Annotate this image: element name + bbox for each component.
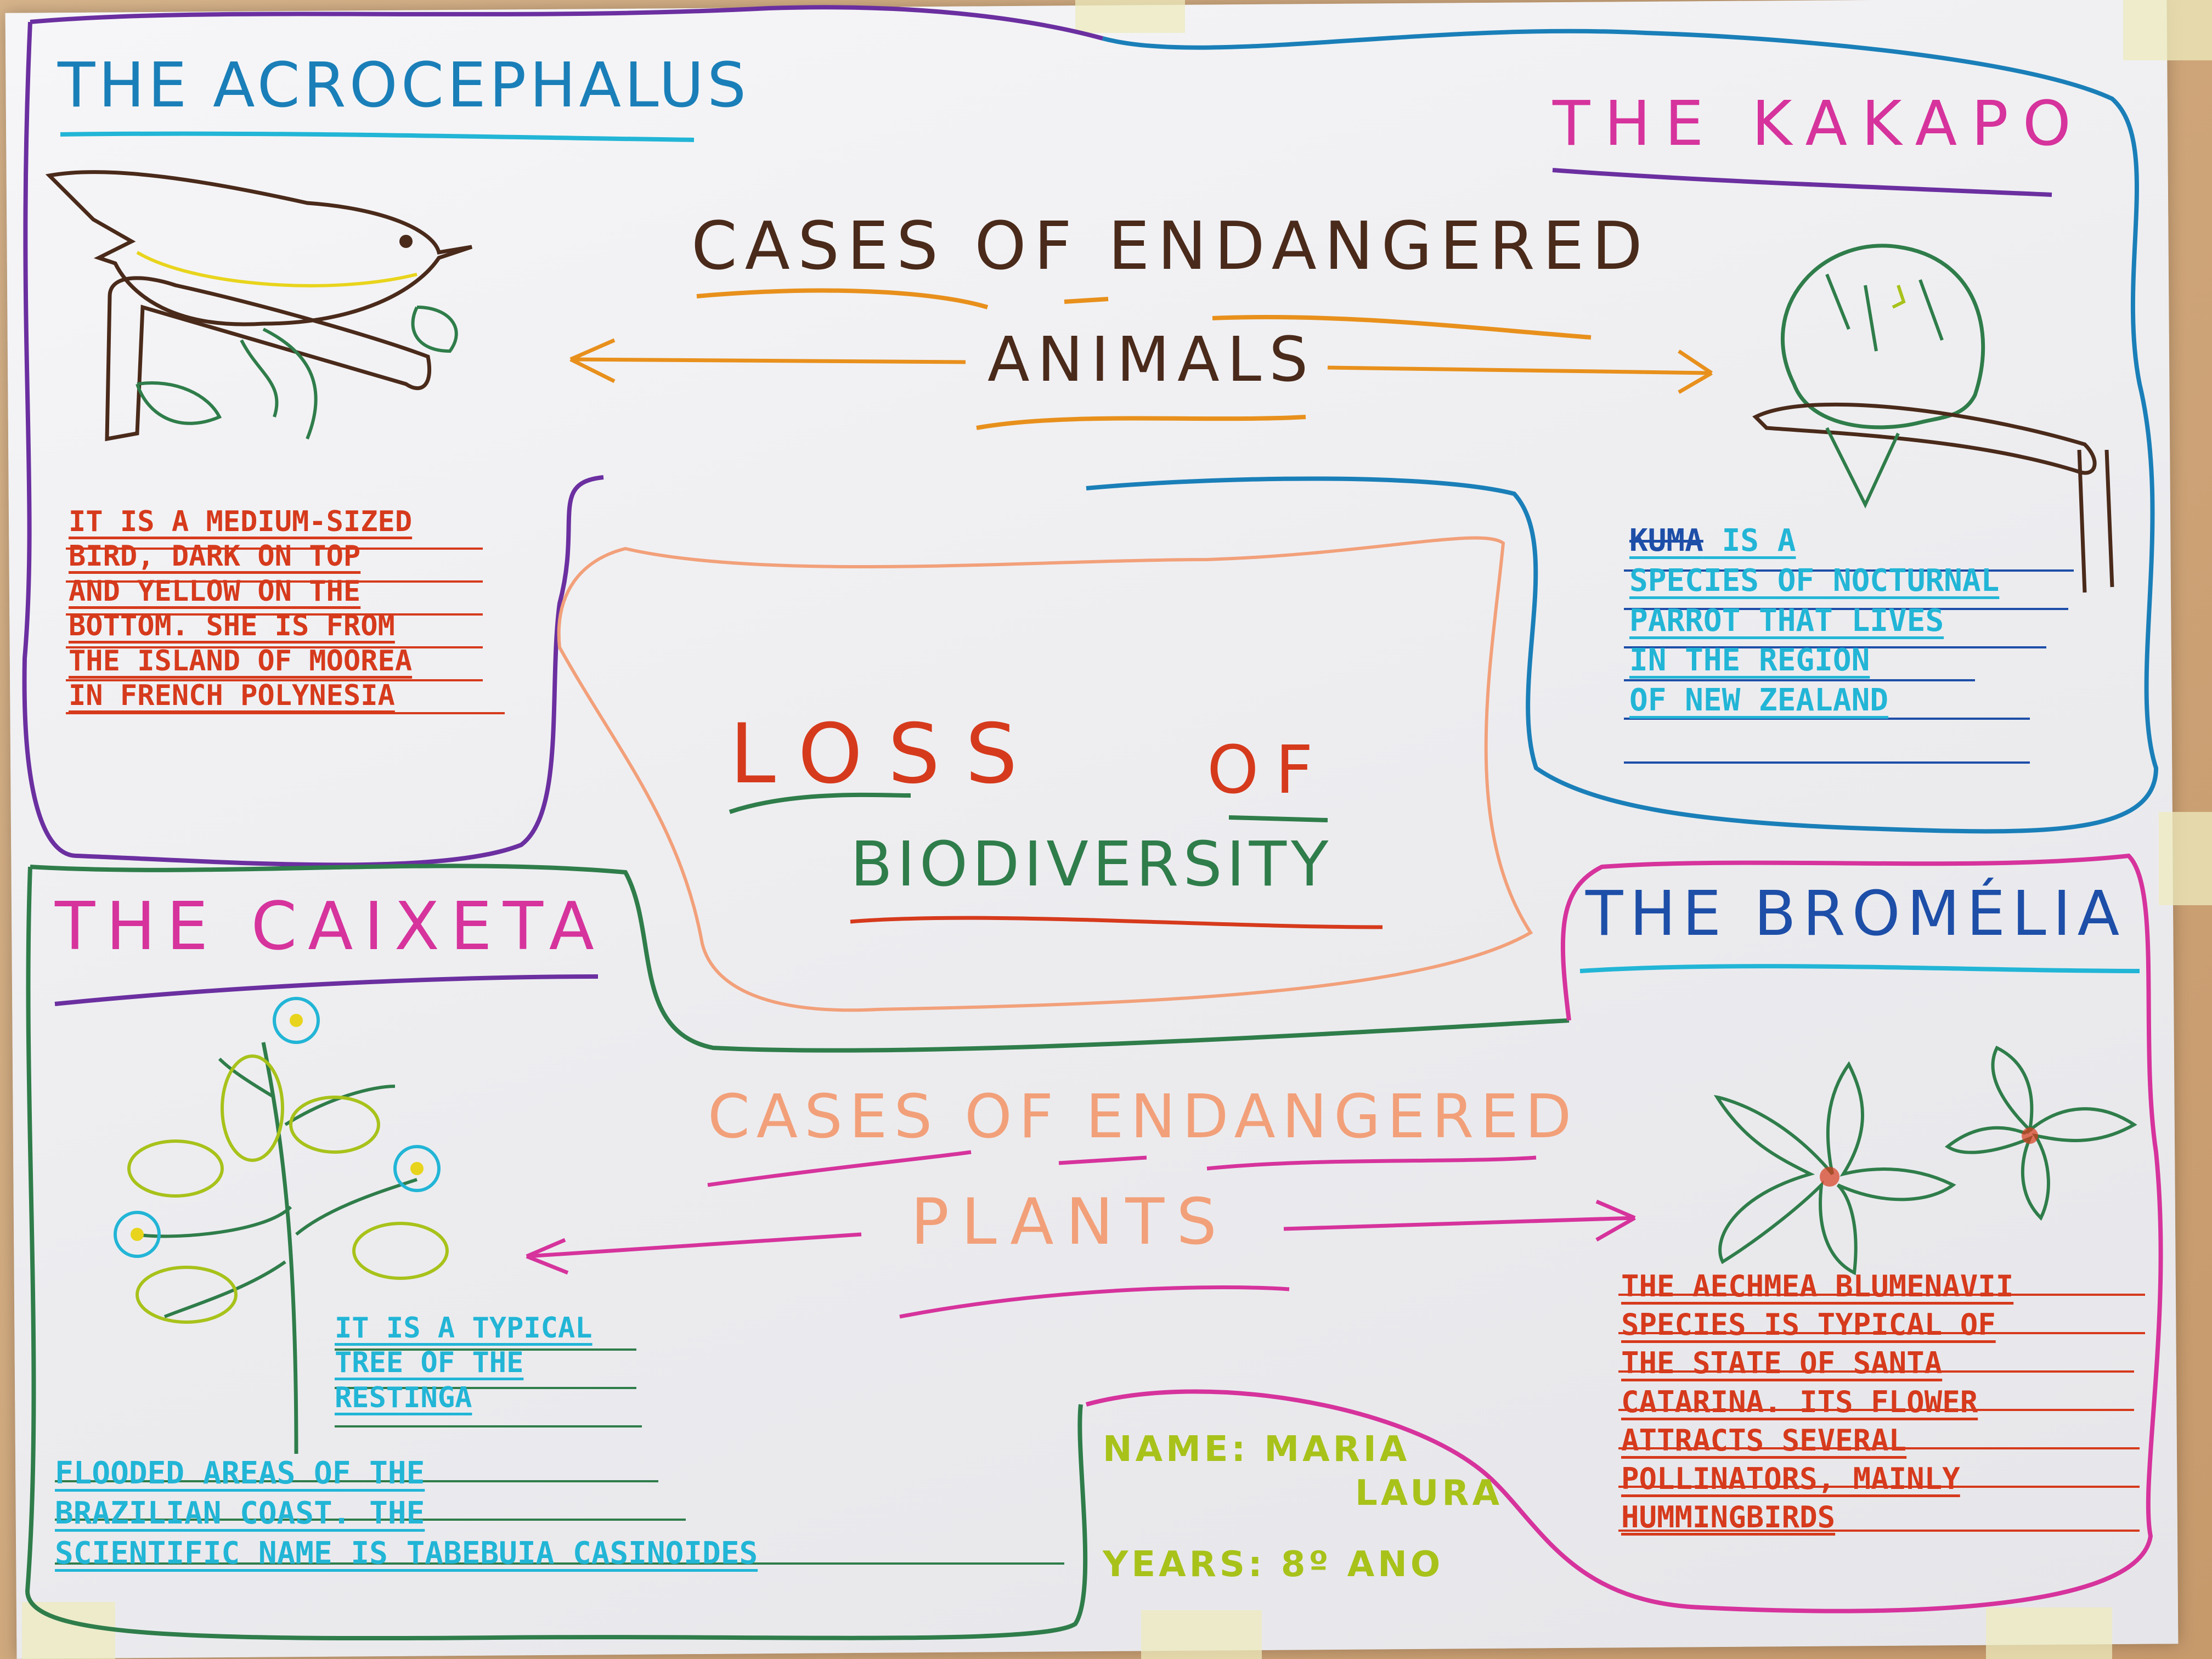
plants-heading-line1: CASES OF ENDANGERED [708, 1081, 1578, 1152]
kakapo-line-2: SPECIES OF NOCTURNAL [1629, 562, 2000, 599]
tape-bottom-left [22, 1602, 115, 1659]
plants-heading-line2: PLANTS [911, 1185, 1229, 1259]
tape-top-right [2123, 0, 2212, 60]
caixeta-title: THE CAIXETA [55, 889, 605, 965]
tape-top-middle [1075, 0, 1185, 33]
student-year: YEARS: 8º ANO [1103, 1544, 1444, 1585]
center-line2: BIODIVERSITY [850, 829, 1333, 900]
kakapo-line-3: PARROT THAT LIVES [1629, 602, 1944, 639]
tape-right-middle [2159, 812, 2212, 905]
acrocephalus-bird-drawing [45, 170, 473, 442]
bromelia-title: THE BROMÉLIA [1585, 878, 2126, 950]
caixeta-short-line-1: IT IS A TYPICAL [335, 1312, 592, 1345]
caixeta-description-long: FLOODED AREAS OF THE BRAZILIAN COAST. TH… [55, 1454, 758, 1573]
animals-heading-line2: ANIMALS [988, 324, 1316, 396]
student-name-rest: LAURA [1355, 1473, 1503, 1514]
bromelia-flower-drawing [1713, 1045, 2137, 1276]
kakapo-line-1-text: IS A [1722, 523, 1796, 558]
bromelia-description: THE AECHMEA BLUMENAVII SPECIES IS TYPICA… [1621, 1267, 2013, 1537]
acrocephalus-description: IT IS A MEDIUM-SIZED BIRD, DARK ON TOP A… [69, 505, 412, 714]
acrocephalus-line-5: THE ISLAND OF MOOREA [69, 644, 413, 678]
kakapo-struck-word: KUMA [1629, 523, 1703, 558]
center-line1: LOSS [730, 707, 1043, 802]
arrow-left-plants [526, 1232, 862, 1275]
bromelia-line-7: HUMMINGBIRDS [1621, 1500, 1836, 1535]
arrow-right-animals [1327, 349, 1713, 394]
acrocephalus-border [22, 5, 1104, 867]
bromelia-line-4: CATARINA. ITS FLOWER [1621, 1384, 1978, 1419]
bromelia-line-5: ATTRACTS SEVERAL [1621, 1423, 1907, 1458]
acrocephalus-line-4: BOTTOM. SHE IS FROM [69, 610, 395, 643]
kakapo-title: THE KAKAPO [1553, 88, 2085, 160]
bromelia-line-1: THE AECHMEA BLUMENAVII [1621, 1269, 2014, 1304]
acrocephalus-line-3: AND YELLOW ON THE [69, 574, 361, 608]
arrow-right-plants [1283, 1199, 1636, 1242]
tape-bottom-middle [1141, 1610, 1262, 1659]
acrocephalus-line-2: BIRD, DARK ON TOP [69, 540, 361, 573]
animals-heading-line1: CASES OF ENDANGERED [691, 208, 1650, 285]
acrocephalus-line-1: IT IS A MEDIUM-SIZED [69, 505, 413, 538]
caixeta-short-line-2: TREE OF THE [335, 1346, 524, 1380]
acrocephalus-line-6: IN FRENCH POLYNESIA [69, 679, 395, 713]
center-line1b: OF [1207, 732, 1330, 809]
caixeta-border [25, 864, 1570, 1641]
student-name-label: NAME: MARIA [1103, 1429, 1410, 1470]
kakapo-description: KUMA IS A SPECIES OF NOCTURNAL PARROT TH… [1629, 521, 1999, 721]
caixeta-tree-drawing [114, 997, 449, 1454]
bromelia-line-3: THE STATE OF SANTA [1621, 1346, 1943, 1381]
caixeta-long-line-2: BRAZILIAN COAST. THE [55, 1495, 425, 1531]
kakapo-line-1: KUMA IS A [1629, 521, 1999, 561]
caixeta-short-line-3: RESTINGA [335, 1381, 472, 1414]
kakapo-border [1086, 29, 2159, 834]
caixeta-long-line-1: FLOODED AREAS OF THE [55, 1455, 425, 1491]
kakapo-line-5: OF NEW ZEALAND [1629, 682, 1889, 719]
kakapo-line-4: IN THE REGION [1629, 642, 1870, 679]
kakapo-parrot-drawing [1752, 244, 2114, 593]
bromelia-line-6: POLLINATORS, MAINLY [1621, 1461, 1960, 1496]
bromelia-line-2: SPECIES IS TYPICAL OF [1621, 1307, 1996, 1342]
tape-bottom-right [1986, 1607, 2112, 1659]
caixeta-long-line-3: SCIENTIFIC NAME IS TABEBUIA CASINOIDES [55, 1535, 758, 1571]
center-cloud [557, 536, 1533, 1012]
caixeta-description-short: IT IS A TYPICAL TREE OF THE RESTINGA [335, 1311, 592, 1415]
acrocephalus-title: THE ACROCEPHALUS [58, 50, 750, 121]
arrow-left-animals [569, 338, 966, 383]
bromelia-border [1085, 853, 2163, 1613]
